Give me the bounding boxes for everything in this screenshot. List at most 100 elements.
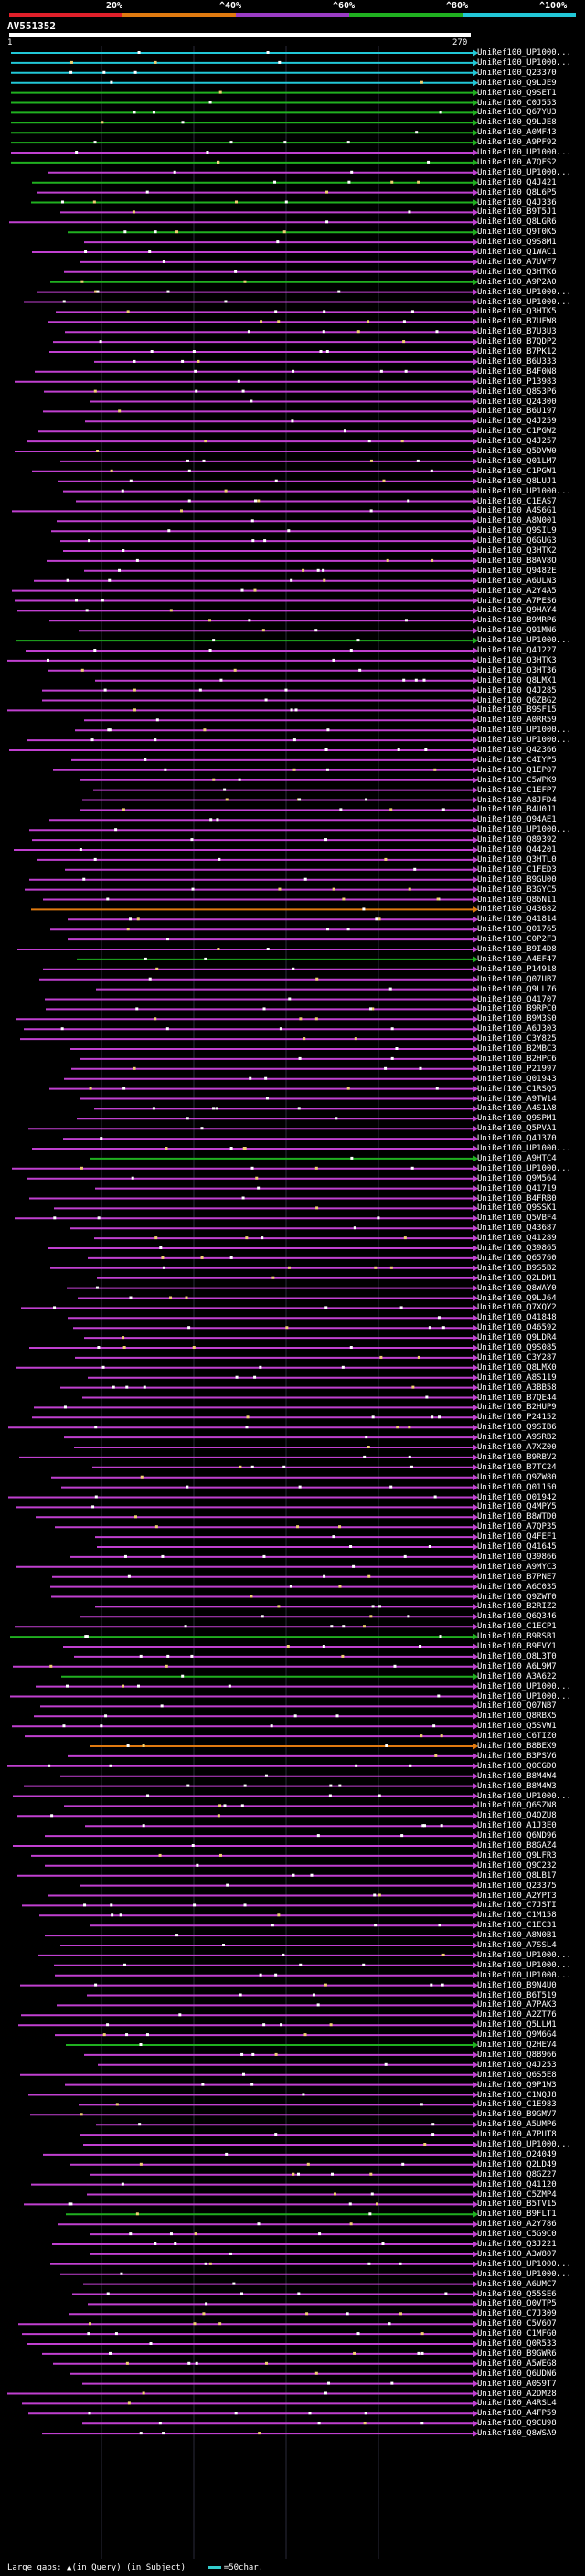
hit-label[interactable]: UniRef100_Q23375 <box>477 1881 557 1891</box>
hit-label[interactable]: UniRef100_B9T5J1 <box>477 207 557 217</box>
hit-label[interactable]: UniRef100_UP1000... <box>477 148 571 157</box>
hit-label[interactable]: UniRef100_Q01765 <box>477 925 557 935</box>
hit-label[interactable]: UniRef100_B9GMV7 <box>477 2110 557 2120</box>
hit-label[interactable]: UniRef100_UP1000... <box>477 1950 571 1960</box>
hit-label[interactable]: UniRef100_C5ZMP4 <box>477 2189 557 2200</box>
hit-label[interactable]: UniRef100_Q9C232 <box>477 1860 557 1871</box>
hit-label[interactable]: UniRef100_UP1000... <box>477 486 571 496</box>
hit-label[interactable]: UniRef100_C3Y825 <box>477 1034 557 1044</box>
hit-label[interactable]: UniRef100_Q1WAC1 <box>477 248 557 257</box>
hit-label[interactable]: UniRef100_UP1000... <box>477 287 571 297</box>
hit-label[interactable]: UniRef100_Q44201 <box>477 845 557 854</box>
hit-label[interactable]: UniRef100_A4S6G1 <box>477 506 557 516</box>
hit-label[interactable]: UniRef100_UP1000... <box>477 736 571 746</box>
hit-label[interactable]: UniRef100_Q3HTK3 <box>477 655 557 665</box>
hit-label[interactable]: UniRef100_Q41289 <box>477 1234 557 1244</box>
hit-label[interactable]: UniRef100_Q5VBF4 <box>477 1214 557 1224</box>
hit-label[interactable]: UniRef100_Q39866 <box>477 1552 557 1562</box>
hit-label[interactable]: UniRef100_A6J303 <box>477 1024 557 1034</box>
hit-label[interactable]: UniRef100_Q8LB17 <box>477 1871 557 1881</box>
hit-label[interactable]: UniRef100_B3GYC5 <box>477 885 557 895</box>
hit-label[interactable]: UniRef100_Q4J421 <box>477 177 557 187</box>
hit-label[interactable]: UniRef100_Q9LJE8 <box>477 118 557 128</box>
hit-label[interactable]: UniRef100_B7PNE7 <box>477 1572 557 1582</box>
hit-label[interactable]: UniRef100_Q9S085 <box>477 1343 557 1352</box>
hit-label[interactable]: UniRef100_B9MRP6 <box>477 616 557 626</box>
hit-label[interactable]: UniRef100_Q6UDN6 <box>477 2369 557 2379</box>
hit-label[interactable]: UniRef100_A3W807 <box>477 2249 557 2259</box>
hit-label[interactable]: UniRef100_B9RSB1 <box>477 1632 557 1642</box>
hit-label[interactable]: UniRef100_B9S5B2 <box>477 1263 557 1273</box>
hit-label[interactable]: UniRef100_B2HUP9 <box>477 1403 557 1413</box>
hit-label[interactable]: UniRef100_A3A622 <box>477 1671 557 1681</box>
hit-label[interactable]: UniRef100_Q07UB7 <box>477 974 557 984</box>
hit-label[interactable]: UniRef100_Q8LUJ1 <box>477 476 557 486</box>
hit-label[interactable]: UniRef100_P24152 <box>477 1413 557 1423</box>
hit-label[interactable]: UniRef100_Q3HT36 <box>477 665 557 675</box>
hit-label[interactable]: UniRef100_B9N4U0 <box>477 1980 557 1990</box>
hit-label[interactable]: UniRef100_A0RR59 <box>477 716 557 726</box>
hit-label[interactable]: UniRef100_A0MF43 <box>477 128 557 138</box>
hit-label[interactable]: UniRef100_Q8WSA9 <box>477 2429 557 2439</box>
hit-label[interactable]: UniRef100_Q9SSK1 <box>477 1203 557 1214</box>
hit-label[interactable]: UniRef100_UP1000... <box>477 1691 571 1701</box>
hit-label[interactable]: UniRef100_Q07NB7 <box>477 1701 557 1712</box>
hit-label[interactable]: UniRef100_Q4J257 <box>477 437 557 447</box>
hit-label[interactable]: UniRef100_Q01942 <box>477 1492 557 1502</box>
hit-label[interactable]: UniRef100_Q6Q346 <box>477 1612 557 1622</box>
hit-label[interactable]: UniRef100_Q4J259 <box>477 417 557 427</box>
hit-label[interactable]: UniRef100_A9MYC3 <box>477 1562 557 1572</box>
hit-label[interactable]: UniRef100_Q43682 <box>477 905 557 915</box>
hit-label[interactable]: UniRef100_Q9P1W3 <box>477 2080 557 2090</box>
hit-label[interactable]: UniRef100_Q1EP07 <box>477 765 557 775</box>
hit-label[interactable]: UniRef100_UP1000... <box>477 825 571 835</box>
hit-label[interactable]: UniRef100_C5WPK9 <box>477 775 557 785</box>
hit-label[interactable]: UniRef100_UP1000... <box>477 726 571 736</box>
hit-label[interactable]: UniRef100_Q2LD49 <box>477 2159 557 2169</box>
hit-label[interactable]: UniRef100_B8WTD0 <box>477 1512 557 1522</box>
hit-label[interactable]: UniRef100_Q3HTK5 <box>477 307 557 317</box>
hit-label[interactable]: UniRef100_B8M4W4 <box>477 1771 557 1781</box>
hit-label[interactable]: UniRef100_Q41645 <box>477 1542 557 1552</box>
hit-label[interactable]: UniRef100_Q9SIB6 <box>477 1423 557 1433</box>
hit-label[interactable]: UniRef100_C1EAS7 <box>477 496 557 506</box>
hit-label[interactable]: UniRef100_C5G9C0 <box>477 2230 557 2240</box>
hit-label[interactable]: UniRef100_B6T519 <box>477 1990 557 2000</box>
hit-label[interactable]: UniRef100_B2HPC6 <box>477 1054 557 1064</box>
hit-label[interactable]: UniRef100_UP1000... <box>477 58 571 68</box>
hit-label[interactable]: UniRef100_B9GU00 <box>477 875 557 885</box>
hit-label[interactable]: UniRef100_C1E983 <box>477 2100 557 2110</box>
hit-label[interactable]: UniRef100_A3BB58 <box>477 1383 557 1393</box>
hit-label[interactable]: UniRef100_UP1000... <box>477 2140 571 2149</box>
hit-label[interactable]: UniRef100_C0P2F3 <box>477 935 557 945</box>
hit-label[interactable]: UniRef100_Q6SZN8 <box>477 1801 557 1811</box>
hit-label[interactable]: UniRef100_B9RBV2 <box>477 1452 557 1462</box>
hit-label[interactable]: UniRef100_B2RIZ2 <box>477 1602 557 1612</box>
hit-label[interactable]: UniRef100_A4RSL4 <box>477 2399 557 2409</box>
hit-label[interactable]: UniRef100_A7PUT8 <box>477 2130 557 2140</box>
hit-label[interactable]: UniRef100_Q4MPY5 <box>477 1502 557 1512</box>
hit-label[interactable]: UniRef100_Q41707 <box>477 994 557 1004</box>
hit-label[interactable]: UniRef100_A8S119 <box>477 1373 557 1383</box>
hit-label[interactable]: UniRef100_Q9M564 <box>477 1173 557 1183</box>
hit-label[interactable]: UniRef100_A8N001 <box>477 516 557 526</box>
hit-label[interactable]: UniRef100_Q9M6G4 <box>477 2030 557 2041</box>
hit-label[interactable]: UniRef100_A8JFD4 <box>477 795 557 805</box>
hit-label[interactable]: UniRef100_A6UMC7 <box>477 2279 557 2289</box>
hit-label[interactable]: UniRef100_B9FLT1 <box>477 2210 557 2220</box>
hit-label[interactable]: UniRef100_Q7XQY2 <box>477 1303 557 1313</box>
hit-label[interactable]: UniRef100_Q8L3T0 <box>477 1651 557 1661</box>
hit-label[interactable]: UniRef100_Q3HTL0 <box>477 854 557 864</box>
hit-label[interactable]: UniRef100_Q4J253 <box>477 2060 557 2070</box>
hit-label[interactable]: UniRef100_B4U0J1 <box>477 805 557 815</box>
hit-label[interactable]: UniRef100_C0J553 <box>477 98 557 108</box>
hit-label[interactable]: UniRef100_Q39865 <box>477 1244 557 1253</box>
hit-label[interactable]: UniRef100_Q9LL76 <box>477 984 557 994</box>
hit-label[interactable]: UniRef100_Q4J227 <box>477 646 557 655</box>
hit-label[interactable]: UniRef100_B8GAZ4 <box>477 1841 557 1850</box>
hit-label[interactable]: UniRef100_A7QFS2 <box>477 157 557 167</box>
hit-label[interactable]: UniRef100_A7PAK3 <box>477 2000 557 2010</box>
hit-label[interactable]: UniRef100_Q8LMX0 <box>477 1362 557 1373</box>
hit-label[interactable]: UniRef100_B6U333 <box>477 356 557 366</box>
hit-label[interactable]: UniRef100_Q5SVW1 <box>477 1722 557 1732</box>
